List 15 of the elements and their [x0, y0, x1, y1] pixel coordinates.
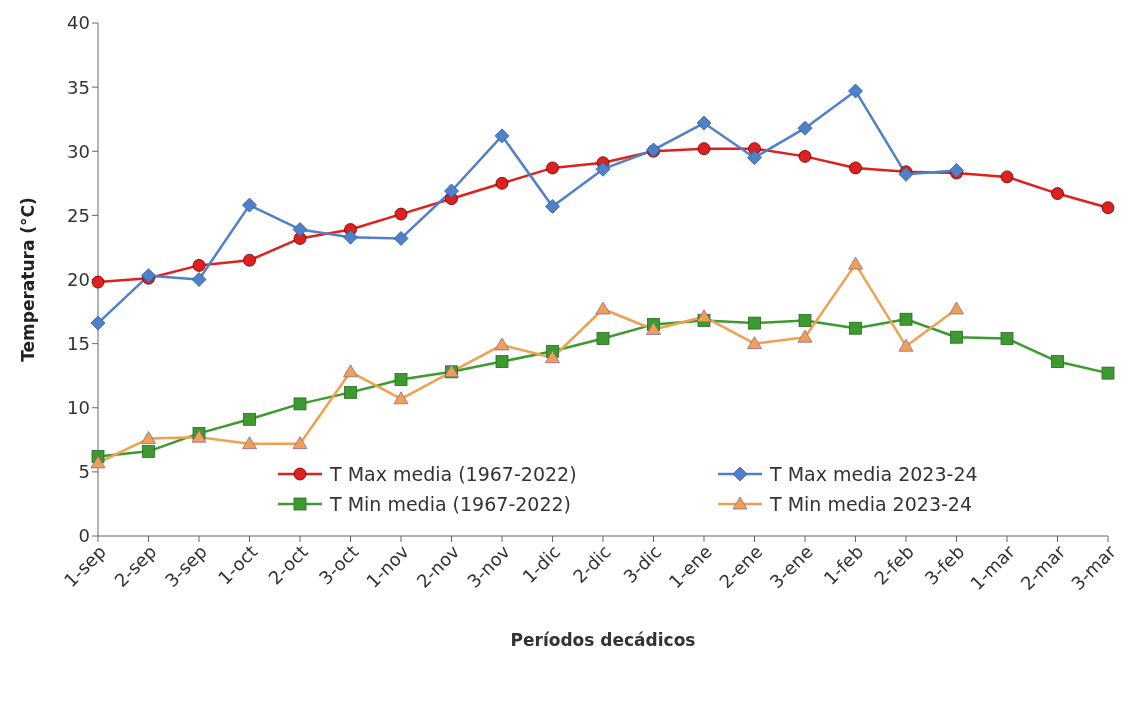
y-tick-label: 35 — [67, 76, 90, 98]
legend-label: T Min media 2023-24 — [770, 493, 973, 515]
y-tick-label: 10 — [67, 397, 90, 419]
y-tick-label: 15 — [67, 333, 90, 355]
x-axis-title: Períodos decádicos — [510, 630, 696, 650]
legend-label: T Min media (1967-2022) — [330, 493, 572, 515]
y-tick-label: 0 — [78, 525, 90, 547]
y-tick-label: 5 — [78, 461, 90, 483]
y-axis-title: Temperatura (°C) — [18, 197, 39, 362]
legend-label: T Max media (1967-2022) — [330, 463, 577, 485]
y-tick-label: 30 — [67, 140, 90, 162]
legend-label: T Max media 2023-24 — [770, 463, 978, 485]
y-tick-label: 40 — [67, 12, 90, 34]
y-tick-label: 20 — [67, 268, 90, 290]
y-tick-label: 25 — [67, 204, 90, 226]
